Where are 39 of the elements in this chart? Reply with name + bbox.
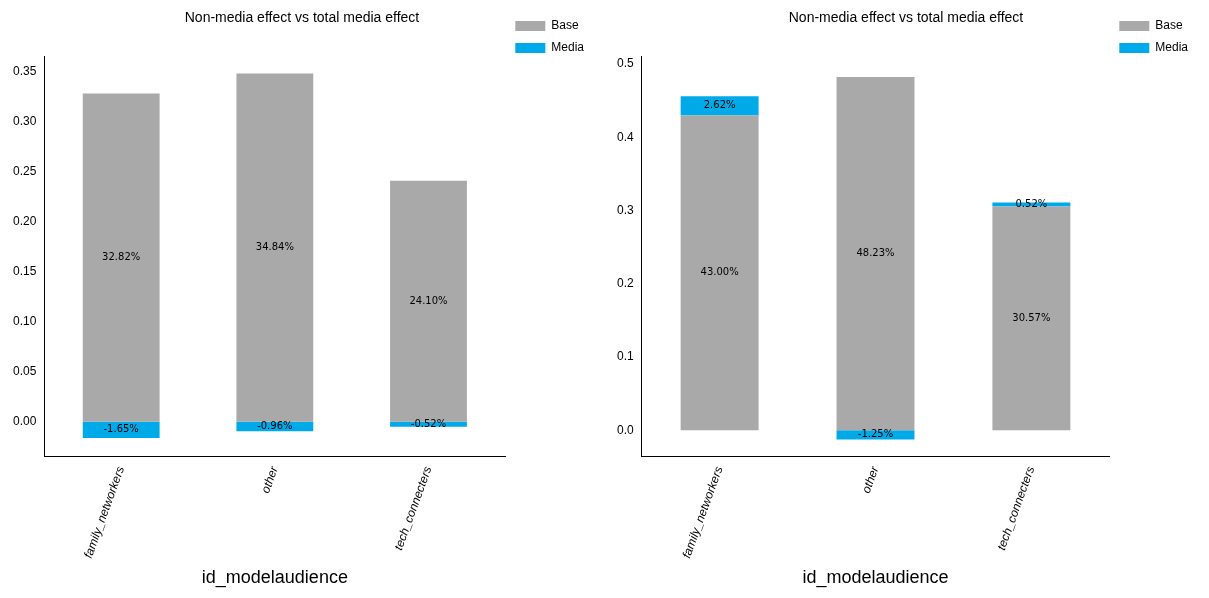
x-tick-label: other [858, 463, 882, 495]
bar [236, 73, 314, 422]
chart-title: Non-media effect vs total media effect [184, 9, 420, 26]
y-tick-label: 0.05 [13, 363, 37, 378]
y-tick-label: 0.10 [13, 313, 37, 328]
y-tick-label: 0.4 [616, 129, 634, 144]
x-axis-title: id_modelaudience [802, 567, 949, 589]
data-label: 48.23% [856, 247, 895, 259]
y-tick-label: 0.20 [13, 214, 37, 229]
data-label: 2.62% [703, 99, 736, 111]
y-tick-label: 0.0 [616, 422, 634, 437]
y-tick-label: 0.30 [13, 114, 37, 129]
bar [836, 77, 915, 431]
y-tick-label: 0.15 [13, 264, 37, 279]
bar [992, 206, 1071, 431]
bar [680, 115, 759, 431]
x-tick-label: other [258, 463, 282, 495]
y-tick-label: 0.1 [616, 349, 634, 364]
y-tick-label: 0.3 [616, 202, 634, 217]
y-tick-label: 0.2 [616, 276, 634, 291]
chart-title: Non-media effect vs total media effect [788, 9, 1024, 26]
y-tick-label: 0.00 [13, 413, 37, 428]
y-tick-label: 0.25 [13, 164, 37, 179]
data-label: 30.57% [1012, 311, 1051, 323]
y-tick-label: 0.5 [616, 56, 634, 71]
x-axis-title: id_modelaudience [201, 567, 348, 589]
data-label: 34.84% [255, 241, 294, 253]
data-label: -0.96% [257, 420, 293, 432]
legend-label: Base [551, 18, 579, 33]
data-label: -1.25% [857, 428, 894, 440]
data-label: -1.65% [103, 423, 139, 435]
data-label: 24.10% [409, 294, 448, 306]
legend-label: Media [551, 40, 585, 55]
data-label: 32.82% [102, 251, 141, 263]
bar [82, 93, 160, 422]
legend-label: Media [1155, 40, 1189, 55]
y-tick-label: 0.35 [13, 64, 37, 79]
legend-label: Base [1155, 18, 1183, 33]
data-label: 43.00% [700, 266, 739, 278]
